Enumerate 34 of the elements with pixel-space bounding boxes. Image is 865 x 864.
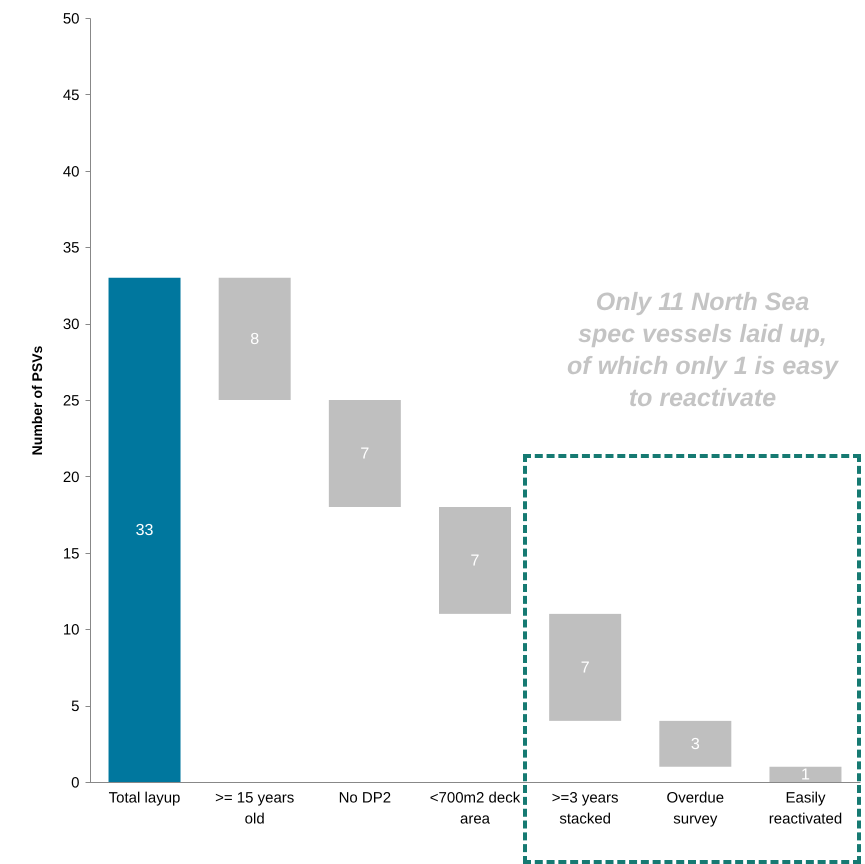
y-tick-label: 50 [62,10,80,28]
data-label: 7 [470,552,480,570]
y-tick-label: 35 [62,240,80,257]
y-tick-label: 40 [62,163,80,180]
y-axis-title: Number of PSVs [28,345,45,456]
y-tick-label: 25 [62,392,80,410]
data-label: 1 [801,766,810,784]
bar [549,614,622,721]
data-label: 33 [136,522,154,539]
x-tick-label: Total layup [108,790,180,806]
x-tick-label: Easily reactivated [768,790,842,828]
y-tick-label: 30 [62,316,80,334]
y-tick-label: 15 [62,545,80,562]
data-label: 8 [250,330,260,348]
x-tick-label: >= 15 years old [215,790,294,828]
bar [218,278,291,400]
bar [769,766,842,782]
y-tick-label: 0 [71,774,80,792]
bar [439,506,511,614]
x-tick-label: >=3 years stacked [552,790,619,828]
x-tick-label: Overdue survey [666,790,724,828]
x-tick-label: <700m2 deck area [430,790,521,828]
data-label: 3 [690,736,700,753]
bar [108,278,181,782]
data-label: 7 [580,659,590,676]
y-tick-label: 20 [62,468,80,486]
x-tick-label: No DP2 [338,790,392,806]
bar [328,400,401,507]
y-tick-label: 45 [62,86,80,104]
annotation: Only 11 North Sea spec vessels laid up, of which only 1 is easy to reactivate [566,287,840,414]
y-tick-label: 5 [71,698,80,716]
bar [659,720,732,767]
y-tick-label: 10 [62,622,80,639]
data-label: 7 [360,445,370,462]
